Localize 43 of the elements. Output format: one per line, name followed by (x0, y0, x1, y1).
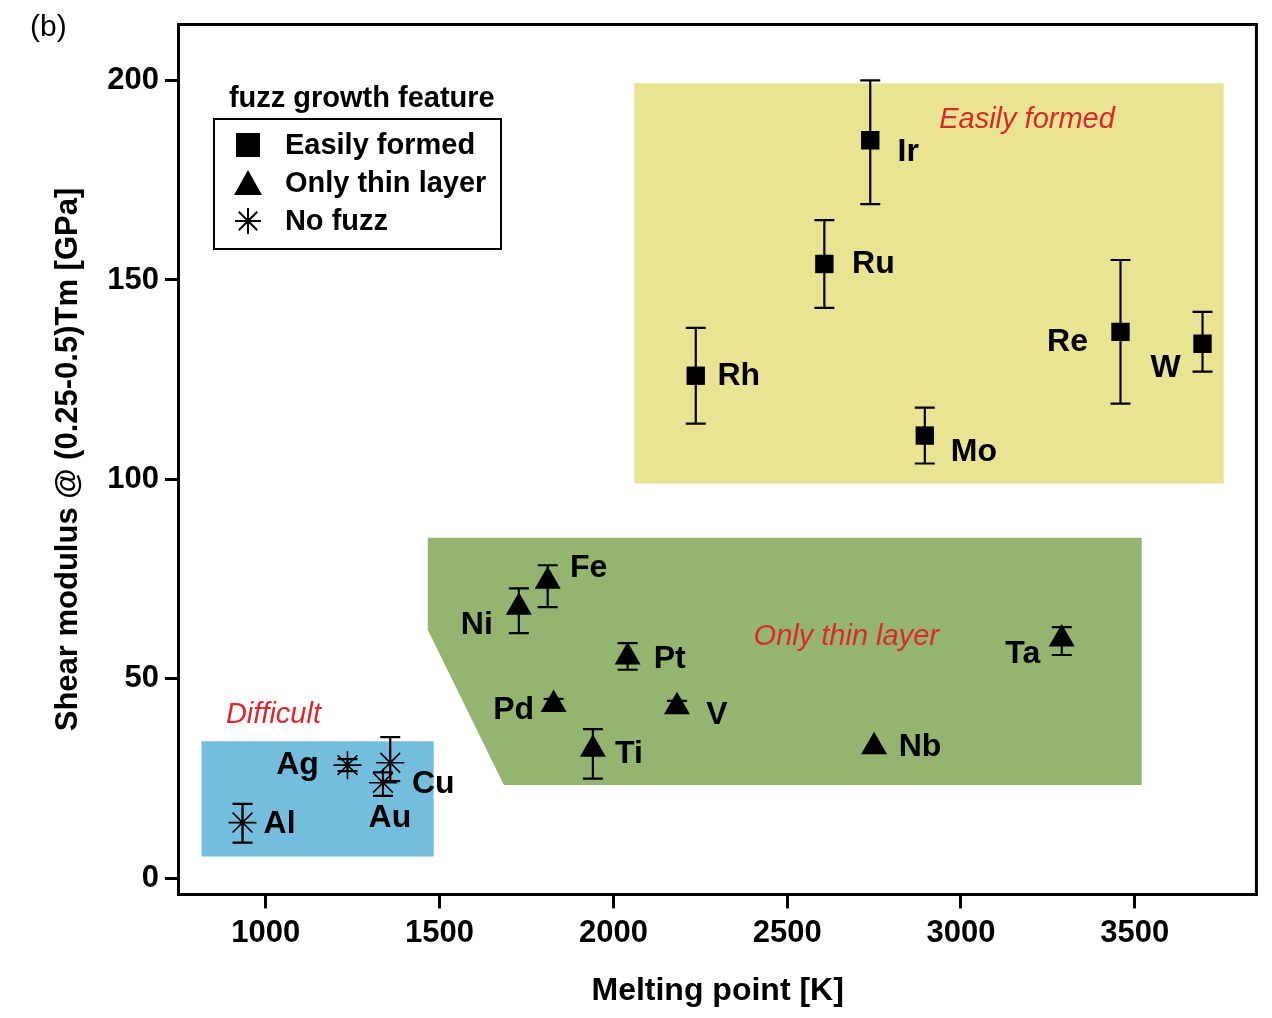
x-tick-label: 2500 (752, 913, 822, 949)
text: (b) (30, 9, 67, 43)
data-label: Cu (411, 763, 455, 800)
x-tick-label: 3500 (1100, 913, 1170, 949)
x-axis-title: Melting point [K] (591, 970, 844, 1007)
data-label: W (1150, 347, 1182, 384)
data-label: Nb (898, 726, 942, 763)
data-label: Al (263, 804, 296, 841)
data-label: Re (1047, 321, 1088, 358)
data-label: Rh (717, 355, 761, 392)
point (861, 731, 888, 755)
y-axis-title: Shear modulus @ (0.25-0.5)Tm [GPa] (49, 187, 85, 732)
y-tick-label: 100 (107, 460, 159, 495)
point (915, 426, 935, 445)
data-label: Pt (653, 638, 686, 675)
y-tick-label: 200 (107, 61, 159, 97)
legend-title: fuzz growth feature (228, 80, 496, 114)
y-tick-label: 0 (141, 858, 159, 894)
x-tick-label: 1000 (231, 913, 301, 949)
data-label: Ti (614, 734, 643, 770)
x-tick-label: 2000 (578, 913, 648, 949)
data-label: Ni (460, 604, 493, 641)
data-label: Ta (1005, 633, 1041, 670)
data-label: V (706, 694, 729, 731)
y-tick-label: 50 (124, 659, 159, 695)
data-label: Au (368, 797, 412, 834)
data-label: Ru (852, 243, 895, 280)
legend-label: Only thin layer (284, 166, 487, 200)
x-tick-label: 1500 (405, 913, 475, 949)
annotation: Easily formed (939, 102, 1116, 135)
annotation: Difficult (225, 696, 323, 729)
legend-label: Easily formed (284, 128, 476, 162)
point (861, 131, 880, 150)
data-label: Pd (493, 690, 535, 727)
data-label: Fe (570, 548, 608, 585)
x-tick-label: 3000 (926, 913, 996, 949)
y-tick-label: 150 (107, 260, 159, 296)
data-label: Ir (897, 132, 919, 169)
data-label: Mo (950, 432, 997, 469)
point (815, 254, 834, 274)
legend-label: No fuzz (284, 204, 389, 238)
data-label: Ag (276, 744, 319, 781)
annotation: Only thin layer (753, 619, 941, 652)
